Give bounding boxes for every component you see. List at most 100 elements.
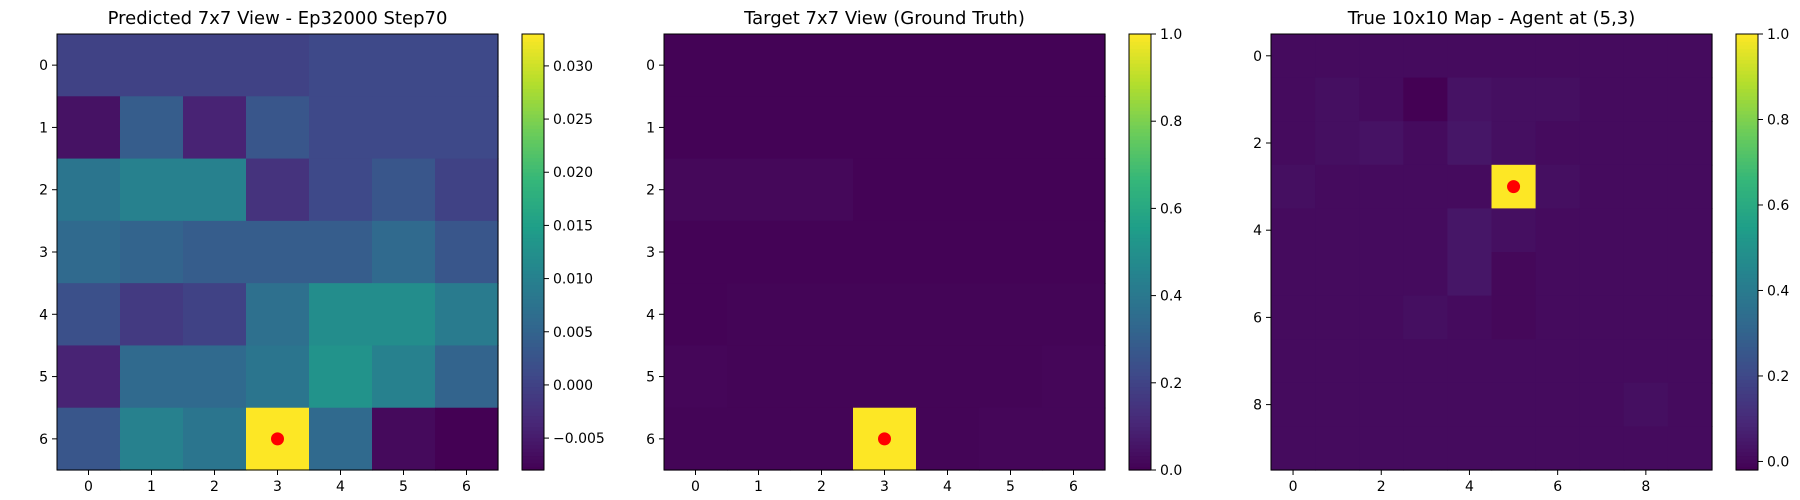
colorbar-segment <box>1129 117 1151 122</box>
colorbar-segment <box>522 448 544 453</box>
colorbar-segment <box>1129 451 1151 457</box>
colorbar-segment <box>522 382 544 388</box>
heatmap-cell <box>916 34 980 97</box>
colorbar-segment <box>1736 328 1758 333</box>
heatmap-cell <box>790 34 854 97</box>
y-tick-label: 6 <box>1253 310 1262 326</box>
colorbar-segment <box>1129 266 1151 271</box>
colorbar-segment <box>1736 139 1758 144</box>
colorbar-segment <box>1736 193 1758 199</box>
heatmap-cell <box>1623 295 1669 340</box>
x-tick-label: 4 <box>336 479 345 495</box>
heatmap-panel-3: True 10x10 Map - Agent at (5,3) 0 2 4 6 8 0 2 4 6… <box>1253 8 1789 495</box>
colorbar-segment <box>1736 186 1758 191</box>
colorbar-segment <box>522 361 544 366</box>
colorbar-segment <box>1129 70 1151 75</box>
colorbar-segment <box>1129 295 1151 300</box>
colorbar-segment <box>1129 371 1151 377</box>
y-tick-label: 3 <box>646 245 655 261</box>
colorbar-segment <box>1736 182 1758 188</box>
colorbar-segment <box>1129 302 1151 308</box>
heatmap-cell <box>1535 164 1581 209</box>
x-tick-label: 6 <box>1069 479 1078 495</box>
y-tick-label: 4 <box>646 307 655 323</box>
heatmap-cell <box>120 96 184 160</box>
x-tick-label: 2 <box>210 479 219 495</box>
heatmap-cell <box>183 96 247 160</box>
colorbar-segment <box>522 66 544 71</box>
colorbar-segment <box>1129 390 1151 395</box>
colorbar-segment <box>1736 59 1758 64</box>
heatmap-cell <box>916 96 980 160</box>
heatmap-cell <box>916 407 980 471</box>
colorbar-segment <box>522 397 544 402</box>
colorbar-segment <box>1129 124 1151 130</box>
colorbar-segment <box>1129 44 1151 50</box>
colorbar-segment <box>1736 400 1758 406</box>
colorbar-segment <box>1129 143 1151 148</box>
colorbar-segment <box>1129 419 1151 424</box>
colorbar-segment <box>522 466 544 471</box>
colorbar-segment <box>522 63 544 68</box>
colorbar-segment <box>1736 143 1758 148</box>
colorbar-segment <box>522 128 544 133</box>
colorbar-segment <box>1129 172 1151 177</box>
heatmap-cell <box>1667 77 1713 122</box>
heatmap-cell <box>1447 426 1493 471</box>
colorbar-segment <box>522 186 544 191</box>
colorbar-segment <box>1129 146 1151 151</box>
colorbar-segment <box>1129 95 1151 100</box>
colorbar-segment <box>522 262 544 268</box>
heatmap-cell <box>57 158 121 222</box>
colorbar-segment <box>1129 106 1151 111</box>
colorbar-frame <box>521 33 545 471</box>
colorbar-segment <box>1129 222 1151 228</box>
colorbar-segment <box>522 342 544 348</box>
colorbar-segment <box>1129 335 1151 340</box>
colorbar-segment <box>522 324 544 329</box>
colorbar-segment <box>1736 324 1758 329</box>
x-tick-label: 2 <box>1377 479 1386 495</box>
colorbar-segment <box>1129 462 1151 467</box>
y-tick-label: 5 <box>39 370 48 386</box>
colorbar-segment <box>1736 422 1758 427</box>
heatmap-cell <box>1623 77 1669 122</box>
heatmap-cell <box>435 345 499 409</box>
colorbar-tick-label: 0.025 <box>553 112 593 128</box>
colorbar-segment <box>1736 408 1758 413</box>
heatmap-cell <box>1579 208 1625 253</box>
colorbar-segment <box>522 222 544 228</box>
heatmap-cell <box>435 407 499 471</box>
colorbar-segment <box>1736 175 1758 180</box>
colorbar-segment <box>1129 331 1151 337</box>
heatmap-cell <box>309 220 373 284</box>
colorbar-segment <box>1736 459 1758 464</box>
heatmap-cell <box>372 283 436 347</box>
heatmap-cell <box>979 283 1043 347</box>
heatmap-cell <box>1667 34 1713 79</box>
colorbar-segment <box>1736 313 1758 318</box>
colorbar-segment <box>1129 175 1151 180</box>
heatmap-cell <box>1042 345 1106 409</box>
heatmap-cell <box>309 34 373 97</box>
y-tick-label: 1 <box>646 120 655 136</box>
colorbar-segment <box>1129 317 1151 322</box>
colorbar-segment <box>522 146 544 151</box>
heatmap-cell <box>1315 77 1360 122</box>
heatmap-cell <box>979 220 1043 284</box>
colorbar-segment <box>522 73 544 79</box>
colorbar-segment <box>1736 299 1758 304</box>
heatmap-cell <box>1315 339 1360 384</box>
colorbar-segment <box>1736 110 1758 115</box>
colorbar-segment <box>522 437 544 442</box>
colorbar-segment <box>522 117 544 122</box>
colorbar-segment <box>1129 34 1151 39</box>
colorbar-segment <box>522 241 544 246</box>
heatmap-cell <box>1447 121 1493 166</box>
colorbar-tick-label: −0.005 <box>553 431 605 447</box>
heatmap-cell <box>916 345 980 409</box>
colorbar-tick-label: 0.000 <box>553 378 593 394</box>
colorbar-tick-label: 0.020 <box>553 165 593 181</box>
heatmap-cell <box>1359 252 1404 297</box>
heatmap-cell <box>1403 295 1448 340</box>
